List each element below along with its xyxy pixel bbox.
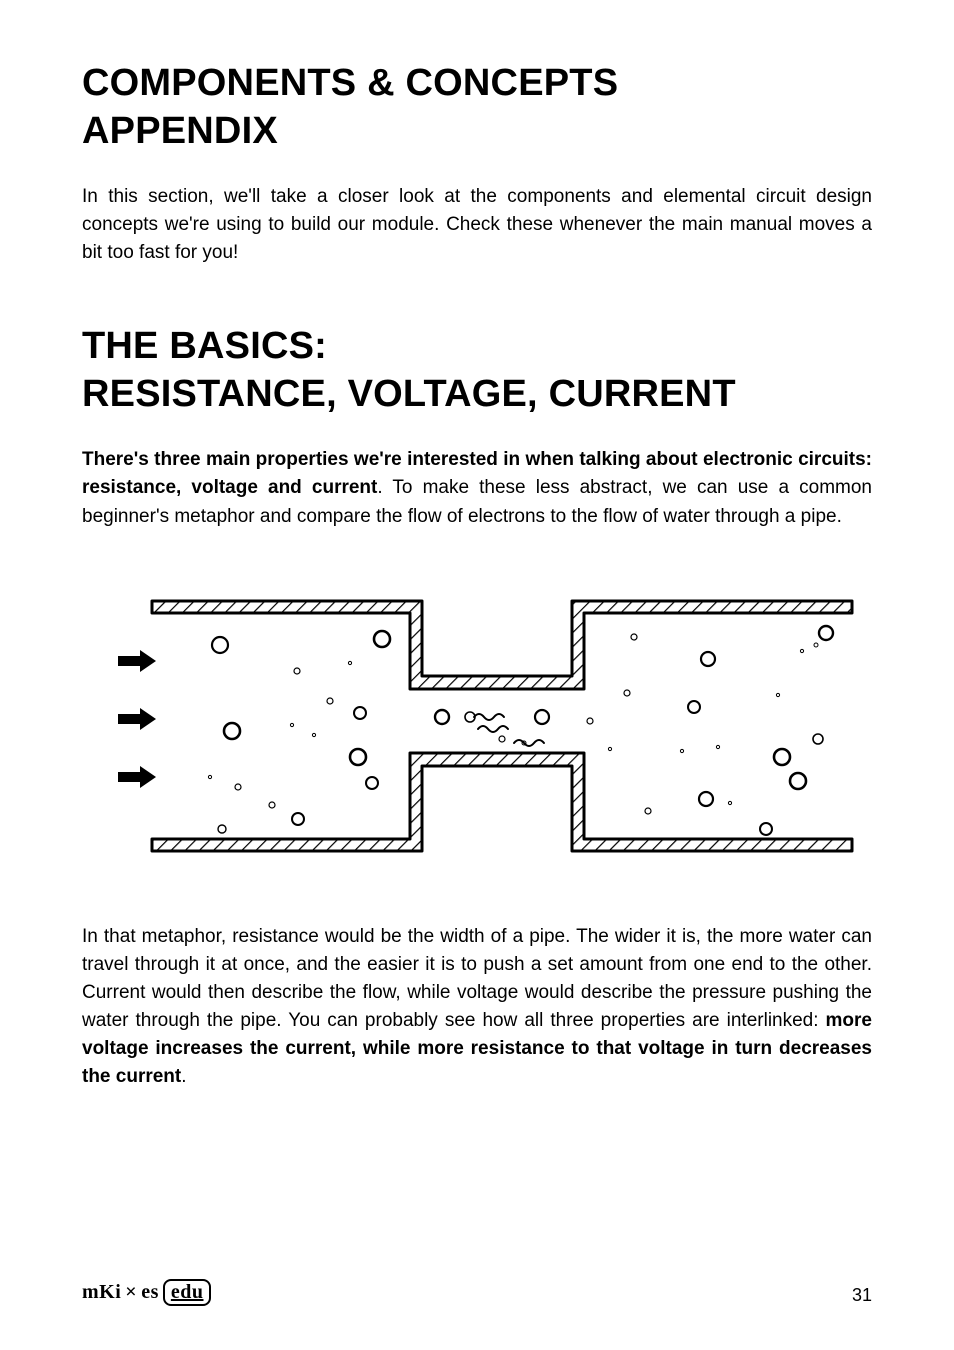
page-number: 31: [852, 1285, 872, 1306]
heading-line-1: COMPONENTS & CONCEPTS: [82, 62, 618, 104]
heading-line-2: APPENDIX: [82, 110, 278, 152]
logo-mki: mKi: [82, 1281, 121, 1304]
heading-basics-line-1: THE BASICS:: [82, 325, 327, 367]
pipe-diagram-svg: [82, 571, 872, 881]
logo-edu-box: edu: [163, 1279, 212, 1306]
heading-basics: THE BASICS: RESISTANCE, VOLTAGE, CURRENT: [82, 323, 872, 418]
pipe-diagram: [82, 571, 872, 881]
metaphor-text-b: .: [181, 1066, 186, 1087]
metaphor-text-a: In that metaphor, resistance would be th…: [82, 926, 872, 1031]
page: COMPONENTS & CONCEPTS APPENDIX In this s…: [0, 0, 954, 1350]
metaphor-paragraph: In that metaphor, resistance would be th…: [82, 923, 872, 1092]
properties-paragraph: There's three main properties we're inte…: [82, 446, 872, 530]
logo-es: es: [141, 1281, 159, 1304]
heading-appendix: COMPONENTS & CONCEPTS APPENDIX: [82, 60, 872, 155]
page-footer: mKi × esedu 31: [82, 1279, 872, 1306]
intro-paragraph: In this section, we'll take a closer loo…: [82, 183, 872, 267]
logo-times: ×: [125, 1281, 137, 1304]
brand-logo: mKi × esedu: [82, 1279, 211, 1306]
heading-basics-line-2: RESISTANCE, VOLTAGE, CURRENT: [82, 373, 736, 415]
